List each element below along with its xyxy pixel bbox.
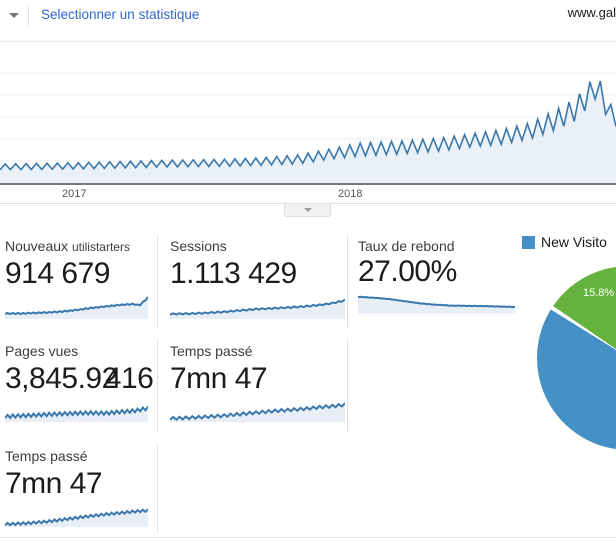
card-value-part2: 416 — [104, 362, 154, 395]
card-bounce-rate: Taux de rebond 27.00% — [358, 238, 516, 314]
visitor-type-pie-chart[interactable]: 15.8% — [537, 266, 616, 450]
card-label: Temps passé — [170, 343, 253, 359]
sparkline-pageviews — [5, 406, 148, 422]
divider — [0, 537, 616, 538]
chevron-down-icon — [303, 208, 312, 212]
card-label: Pages vues — [5, 343, 79, 359]
dropdown-caret-icon[interactable] — [9, 13, 19, 18]
card-value: 7mn 47 — [5, 467, 103, 500]
sparkline-bounce-rate — [358, 295, 515, 314]
card-value-part1: 3,845.92 — [5, 362, 118, 395]
axis-label-2018: 2018 — [338, 188, 363, 200]
axis-label-2017: 2017 — [62, 188, 87, 200]
card-label: Temps passé — [5, 448, 88, 464]
card-sessions: Sessions 1.113 429 — [170, 238, 346, 319]
card-label: Nouveaux utilistarters — [5, 238, 153, 254]
card-value: 914 679 — [5, 257, 110, 290]
sparkline-time-spent — [170, 402, 345, 422]
card-value: 3,845.92416 — [5, 362, 154, 396]
card-value: 7mn 47 — [170, 362, 268, 395]
toolbar-separator — [28, 5, 29, 27]
divider — [347, 235, 348, 327]
sparkline-new-users — [5, 296, 148, 319]
card-label-main: Nouveaux — [5, 238, 69, 254]
legend-label: New Visito — [541, 234, 607, 250]
sessions-timeline-panel: 2017 2018 — [0, 42, 616, 204]
collapse-chart-button[interactable] — [284, 204, 331, 217]
card-label: Taux de rebond — [358, 238, 455, 254]
card-label: Sessions — [170, 238, 227, 254]
card-value: 27.00% — [358, 255, 457, 288]
divider — [157, 235, 158, 327]
pie-slice-label: 15.8% — [583, 287, 615, 299]
card-new-users: Nouveaux utilistarters 914 679 — [5, 238, 153, 319]
metric-selector-toolbar: Selectionner un statistique www.gal — [0, 0, 616, 42]
legend-swatch — [522, 235, 535, 249]
card-pageviews: Pages vues 3,845.92416 — [5, 343, 154, 422]
legend-item-new-visitor[interactable]: New Visito — [522, 234, 607, 250]
sparkline-sessions — [170, 298, 345, 319]
divider — [157, 340, 158, 432]
property-domain-text: www.gal — [567, 5, 616, 20]
card-time-spent: Temps passé 7mn 47 — [170, 343, 346, 422]
select-metric-link[interactable]: Selectionner un statistique — [41, 7, 200, 22]
card-label-suffix: utilistarters — [71, 240, 130, 254]
divider — [347, 340, 348, 432]
card-value: 1.113 429 — [170, 257, 297, 290]
sparkline-time-spent-2 — [5, 508, 148, 527]
divider — [157, 445, 158, 533]
card-time-spent-2: Temps passé 7mn 47 — [5, 448, 153, 527]
sessions-timeline-chart — [0, 72, 616, 185]
